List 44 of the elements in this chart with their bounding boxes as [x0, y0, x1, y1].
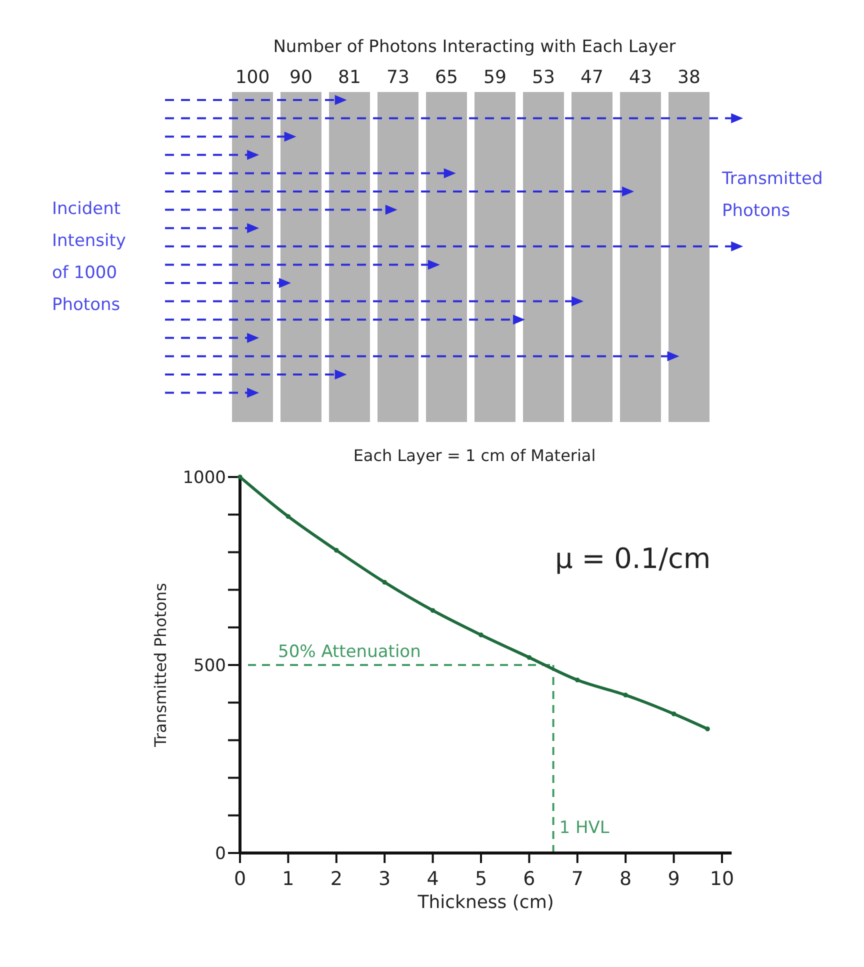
point	[623, 692, 628, 698]
data-label: 53	[532, 67, 555, 88]
point	[671, 711, 676, 716]
text: Each Layer = 1 cm of Material	[353, 446, 596, 465]
point	[238, 474, 242, 480]
x-tick-label: 2	[330, 868, 342, 890]
point	[382, 580, 387, 585]
x-tick-label: 6	[523, 868, 536, 890]
data-label: 59	[484, 67, 506, 88]
y-axis-title: Transmitted Photons	[151, 582, 170, 748]
x-tick-label: 8	[620, 868, 632, 890]
x-tick-label: 0	[234, 868, 246, 890]
annotation: μ = 0.1/cm	[555, 542, 711, 575]
x-tick-label: 4	[426, 868, 439, 890]
x-tick-label: 9	[668, 868, 680, 890]
x-axis-title: Thickness (cm)	[416, 892, 554, 913]
point	[478, 632, 484, 638]
x-tick-label: 7	[571, 868, 584, 890]
data-label: 65	[435, 67, 458, 88]
ref-line-label: 50% Attenuation	[278, 642, 421, 662]
data-label: 81	[338, 67, 361, 88]
data-label: 73	[386, 67, 410, 88]
y-tick-label: 1000	[182, 468, 226, 488]
data-label: 38	[678, 67, 700, 88]
point	[286, 514, 291, 519]
text: Number of Photons Interacting with Each Layer	[273, 37, 676, 57]
point	[430, 608, 436, 613]
data-label: 100	[235, 67, 270, 88]
data-label: 43	[629, 67, 652, 88]
point	[575, 678, 580, 682]
data-label: 90	[290, 67, 312, 88]
point	[705, 726, 710, 732]
x-tick-label: 5	[474, 868, 488, 890]
data-label: 47	[580, 67, 604, 88]
point	[526, 655, 532, 660]
point	[334, 548, 339, 553]
text: Incident Intensity of 1000 Photons	[52, 199, 126, 315]
x-tick-label: 10	[710, 868, 734, 890]
y-tick-label: 500	[194, 656, 226, 676]
x-tick-label: 1	[282, 868, 294, 890]
y-tick-label: 0	[215, 844, 226, 864]
x-tick-label: 3	[378, 868, 391, 890]
ref-line-label: 1 HVL	[559, 818, 610, 838]
text: Transmitted Photons	[721, 169, 823, 221]
